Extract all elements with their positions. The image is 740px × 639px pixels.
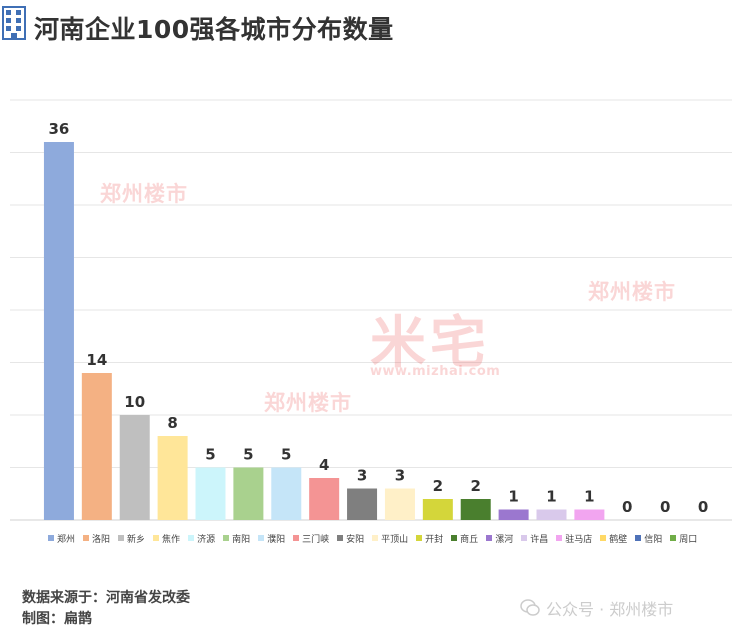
data-label-5: 5 — [243, 446, 253, 464]
data-label-16: 0 — [660, 498, 670, 516]
legend-swatch — [293, 535, 300, 541]
legend-item-8: 安阳 — [337, 532, 364, 545]
legend-swatch — [486, 535, 493, 541]
legend-swatch — [223, 535, 230, 541]
legend-label: 鹤壁 — [609, 534, 628, 545]
legend-label: 驻马店 — [565, 534, 593, 545]
legend-label: 开封 — [425, 534, 444, 545]
bar-10 — [422, 499, 453, 520]
legend-item-16: 信阳 — [635, 532, 662, 545]
data-label-1: 14 — [86, 351, 107, 369]
legend-item-7: 三门峡 — [293, 532, 329, 545]
data-label-17: 0 — [698, 498, 708, 516]
legend-label: 新乡 — [127, 534, 146, 545]
data-label-6: 5 — [281, 446, 291, 464]
data-label-12: 1 — [508, 488, 518, 506]
bar-1 — [81, 373, 112, 520]
data-label-13: 1 — [546, 488, 556, 506]
legend-label: 商丘 — [460, 534, 479, 545]
legend-swatch — [600, 535, 607, 541]
bar-14 — [574, 509, 605, 520]
data-label-15: 0 — [622, 498, 632, 516]
legend-item-17: 周口 — [670, 532, 697, 545]
legend-label: 南阳 — [232, 534, 251, 545]
legend-item-15: 鹤壁 — [600, 532, 627, 545]
legend-item-2: 新乡 — [118, 532, 145, 545]
bar-9 — [384, 488, 415, 520]
footer: 数据来源于：河南省发改委 制图：扁鹊 — [22, 588, 190, 630]
badge-text: 公众号 · 郑州楼市 — [546, 600, 674, 619]
data-label-14: 1 — [584, 488, 594, 506]
data-label-10: 2 — [433, 477, 443, 495]
legend-swatch — [153, 535, 160, 541]
data-label-3: 8 — [167, 414, 177, 432]
bar-12 — [498, 509, 529, 520]
legend-item-10: 开封 — [416, 532, 443, 545]
wechat-icon — [520, 599, 540, 616]
data-label-0: 36 — [49, 120, 70, 138]
legend-item-9: 平顶山 — [372, 532, 408, 545]
legend-swatch — [416, 535, 423, 541]
legend-swatch — [48, 535, 54, 541]
legend-swatch — [635, 535, 642, 541]
legend-swatch — [337, 535, 344, 541]
data-label-8: 3 — [357, 467, 367, 485]
header: 河南企业100强各城市分布数量 — [0, 0, 740, 70]
bar-8 — [347, 488, 378, 520]
chart-legend: 郑州 洛阳 新乡 焦作 济源 南阳 濮阳 三门峡 安阳 平顶山 开封 商丘 漯河 许昌 驻马店 鹤壁 信阳 周口 — [48, 529, 728, 547]
legend-item-14: 驻马店 — [556, 532, 592, 545]
legend-swatch — [258, 535, 265, 541]
bar-5 — [233, 467, 264, 520]
legend-swatch — [372, 535, 379, 541]
legend-label: 三门峡 — [302, 534, 330, 545]
legend-item-0: 郑州 — [48, 532, 75, 545]
chart-area: 36 14 10 8 5 5 5 4 3 3 2 2 1 1 1 0 0 0 郑州楼市 郑州楼市 郑州楼市 米宅 … — [0, 80, 740, 560]
legend-label: 郑州 — [57, 534, 76, 545]
legend-swatch — [556, 535, 563, 541]
legend-item-13: 许昌 — [521, 532, 548, 545]
legend-swatch — [118, 535, 125, 541]
bar-2 — [119, 415, 150, 520]
legend-item-6: 濮阳 — [258, 532, 285, 545]
legend-swatch — [670, 535, 677, 541]
data-label-11: 2 — [471, 477, 481, 495]
legend-label: 许昌 — [530, 534, 549, 545]
legend-swatch — [188, 535, 195, 541]
data-label-7: 4 — [319, 456, 329, 474]
legend-label: 焦作 — [162, 534, 181, 545]
legend-label: 周口 — [679, 534, 698, 545]
legend-label: 平顶山 — [381, 534, 409, 545]
legend-label: 安阳 — [346, 534, 365, 545]
legend-item-1: 洛阳 — [83, 532, 110, 545]
bar-13 — [536, 509, 567, 520]
legend-label: 漯河 — [495, 534, 514, 545]
legend-label: 濮阳 — [267, 534, 286, 545]
page-title: 河南企业100强各城市分布数量 — [34, 15, 394, 44]
author-note: 制图：扁鹊 — [22, 611, 92, 627]
legend-item-4: 济源 — [188, 532, 215, 545]
legend-label: 济源 — [197, 534, 216, 545]
data-label-2: 10 — [124, 393, 145, 411]
legend-swatch — [521, 535, 528, 541]
legend-label: 洛阳 — [92, 534, 111, 545]
building-icon — [2, 6, 26, 40]
source-note: 数据来源于：河南省发改委 — [22, 590, 190, 606]
bar-4 — [195, 467, 226, 520]
legend-item-12: 漯河 — [486, 532, 513, 545]
legend-label: 信阳 — [644, 534, 663, 545]
data-label-9: 3 — [395, 467, 405, 485]
bar-0 — [43, 142, 74, 520]
bar-7 — [309, 478, 340, 520]
data-label-4: 5 — [205, 446, 215, 464]
wechat-badge: 公众号 · 郑州楼市 — [520, 596, 673, 620]
legend-swatch — [451, 535, 458, 541]
legend-item-11: 商丘 — [451, 532, 478, 545]
legend-item-5: 南阳 — [223, 532, 250, 545]
legend-item-3: 焦作 — [153, 532, 180, 545]
legend-swatch — [83, 535, 90, 541]
bar-3 — [157, 436, 188, 520]
bar-6 — [271, 467, 302, 520]
bar-11 — [460, 499, 491, 520]
